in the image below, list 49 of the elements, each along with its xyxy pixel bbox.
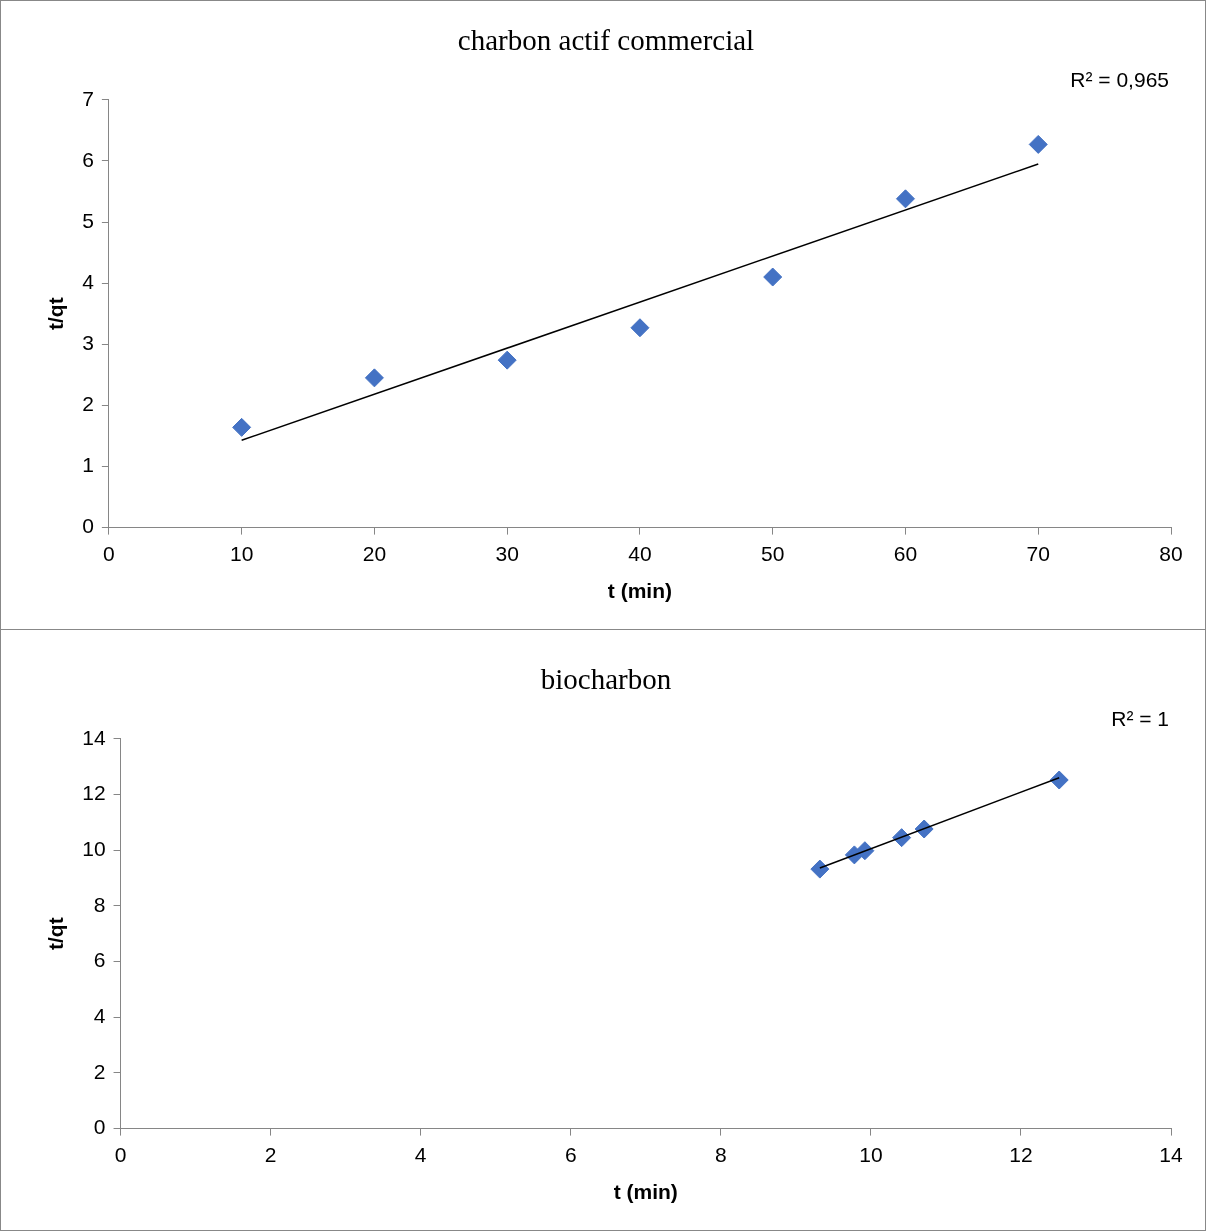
- x-tick-label: 2: [264, 1143, 277, 1166]
- point: [497, 350, 517, 370]
- y-axis-title: t/qt: [44, 297, 68, 331]
- y-tick-label: 0: [82, 514, 94, 538]
- x-tick-label: 14: [1159, 1143, 1183, 1166]
- x-tick-label: 10: [859, 1143, 883, 1166]
- point: [1049, 770, 1069, 790]
- x-tick-label: 0: [114, 1143, 127, 1166]
- point: [232, 417, 252, 437]
- chart-title: charbon actif commercial: [457, 24, 755, 57]
- y-tick-label: 3: [82, 331, 94, 355]
- point: [895, 189, 915, 209]
- y-tick-label: 2: [93, 1059, 106, 1083]
- text: R² = 1: [1111, 707, 1169, 731]
- chart-title: biocharbon: [540, 663, 672, 696]
- x-axis-title: t (min): [613, 1180, 678, 1204]
- point: [810, 859, 830, 879]
- y-tick-label: 1: [82, 453, 94, 477]
- x-tick-label: 6: [564, 1143, 577, 1166]
- point: [763, 267, 783, 287]
- y-tick-label: 6: [93, 948, 106, 972]
- y-tick-label: 14: [82, 725, 106, 749]
- y-tick-label: 5: [82, 208, 94, 232]
- text: R² = 0,965: [1070, 68, 1169, 92]
- y-tick-label: 2: [82, 392, 94, 416]
- point: [1028, 134, 1048, 154]
- x-tick-label: 10: [229, 542, 254, 565]
- y-tick-label: 10: [82, 836, 106, 860]
- point: [364, 368, 384, 388]
- x-tick-label: 50: [761, 542, 785, 565]
- y-axis-title: t/qt: [44, 917, 68, 951]
- x-tick-label: 60: [893, 542, 918, 565]
- y-tick-label: 6: [82, 147, 94, 171]
- x-axis-title: t (min): [607, 579, 673, 603]
- x-tick-label: 30: [495, 542, 519, 565]
- x-tick-label: 8: [714, 1143, 727, 1166]
- x-tick-label: 40: [628, 542, 652, 565]
- point: [630, 318, 650, 338]
- x-tick-label: 80: [1159, 542, 1183, 565]
- y-tick-label: 8: [93, 892, 106, 916]
- x-tick-label: 20: [362, 542, 387, 565]
- y-tick-label: 12: [82, 781, 106, 805]
- y-tick-label: 7: [82, 86, 94, 110]
- y-tick-label: 4: [93, 1004, 106, 1028]
- y-tick-label: 4: [82, 269, 95, 293]
- x-tick-label: 4: [414, 1143, 427, 1166]
- x-tick-label: 12: [1009, 1143, 1033, 1166]
- y-tick-label: 0: [93, 1115, 106, 1139]
- x-tick-label: 70: [1026, 542, 1050, 565]
